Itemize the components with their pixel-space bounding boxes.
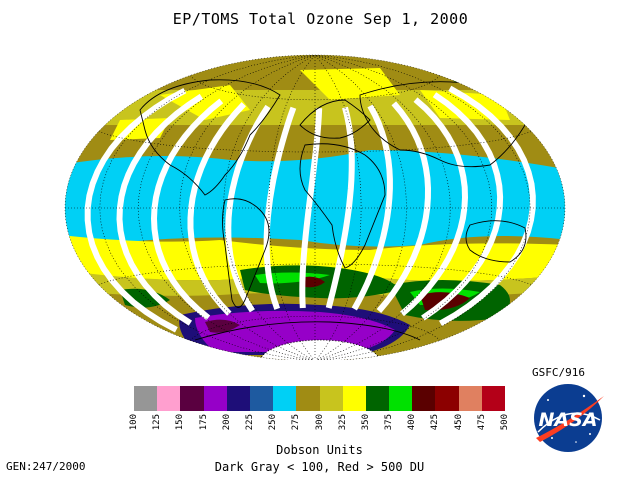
- legend-tick-label: 500: [500, 414, 510, 431]
- color-legend: [134, 386, 505, 411]
- orbit-gap: [376, 101, 432, 313]
- logo-vector: [536, 396, 604, 442]
- legend-swatch: [134, 386, 158, 411]
- meridian-line: [179, 55, 316, 360]
- south-maxima: [300, 276, 470, 311]
- legend-swatch: [226, 386, 250, 411]
- ozone-field: [65, 55, 565, 360]
- orbit-gap: [421, 92, 504, 321]
- legend-tick-label: 250: [268, 414, 279, 431]
- legend-tick-label: 200: [221, 414, 232, 431]
- map-title: EP/TOMS Total Ozone Sep 1, 2000: [172, 10, 469, 28]
- coast-south-america: [222, 198, 270, 308]
- legend-swatch: [389, 386, 413, 411]
- coast-australia: [465, 220, 527, 263]
- coast-africa: [299, 143, 386, 269]
- orbit-gap: [225, 104, 271, 313]
- meridian-line: [268, 55, 316, 360]
- legend-swatch: [342, 386, 366, 411]
- orbit-gap: [84, 87, 187, 333]
- legend-tick-label: 375: [384, 414, 395, 431]
- parallel-line: [98, 263, 532, 285]
- legend-tick-label: 100: [129, 414, 139, 431]
- units-label: Dobson Units: [276, 443, 363, 457]
- legend-swatch: [458, 386, 482, 411]
- legend-swatch: [365, 386, 390, 411]
- ozone-map: [64, 54, 566, 360]
- legend-swatch: [180, 386, 204, 411]
- legend-tick-label: 350: [360, 414, 371, 431]
- legend-tick-label: 475: [476, 414, 487, 431]
- legend-tick-label: 150: [175, 414, 186, 431]
- coast-antarctica: [194, 321, 421, 341]
- orbit-gap: [439, 85, 536, 327]
- legend-tick-label: 125: [152, 414, 163, 431]
- ozone-hole-core: [205, 319, 240, 333]
- legend-tick-label: 400: [407, 414, 418, 431]
- generation-label: GEN:247/2000: [6, 460, 86, 473]
- coast-europe: [299, 99, 371, 139]
- meridian-line: [314, 55, 362, 360]
- parallel-line: [98, 131, 532, 153]
- legend-ticks: 100 125 150 175 200 225 250 275 300 325 350 375 400 4…: [129, 414, 510, 440]
- logo-stars: [547, 394, 591, 443]
- graticule: [65, 55, 565, 360]
- meridian-line: [99, 55, 316, 360]
- legend-swatch: [412, 386, 436, 411]
- legend-swatch: [435, 386, 459, 411]
- agency-label: GSFC/916: [532, 366, 585, 379]
- meridian-line: [314, 55, 531, 360]
- meridian-line: [137, 55, 316, 360]
- coast-north-america: [139, 79, 281, 196]
- legend-tick-label: 225: [244, 414, 255, 431]
- range-note: Dark Gray < 100, Red > 500 DU: [214, 460, 425, 474]
- legend-tick-label: 325: [337, 414, 348, 431]
- meridian-line: [314, 55, 451, 360]
- legend-swatch: [296, 386, 320, 411]
- legend-swatch: [273, 386, 297, 411]
- legend-tick-label: 175: [198, 414, 209, 431]
- parallel-line: [189, 315, 441, 341]
- globe-outline: [64, 54, 566, 360]
- polar-no-data: [259, 339, 381, 360]
- legend-swatch: [203, 386, 227, 411]
- orbit-gap: [351, 104, 393, 311]
- orbit-gap: [325, 106, 355, 309]
- logo-text: NASA: [539, 409, 598, 431]
- legend-tick-label: 425: [430, 414, 441, 431]
- legend-swatch: [249, 386, 274, 411]
- orbit-gap: [150, 98, 224, 321]
- legend-tick-label: 275: [291, 414, 302, 431]
- legend-swatch: [481, 386, 505, 411]
- logo-orbit: [537, 412, 601, 433]
- nasa-meatball-icon: NASA: [534, 384, 604, 452]
- meridian-line: [314, 55, 493, 360]
- legend-swatch: [319, 386, 343, 411]
- legend-tick-label: 300: [314, 414, 325, 431]
- orbit-gap: [263, 106, 297, 310]
- legend-swatch: [157, 386, 181, 411]
- legend-tick-label: 450: [453, 414, 464, 431]
